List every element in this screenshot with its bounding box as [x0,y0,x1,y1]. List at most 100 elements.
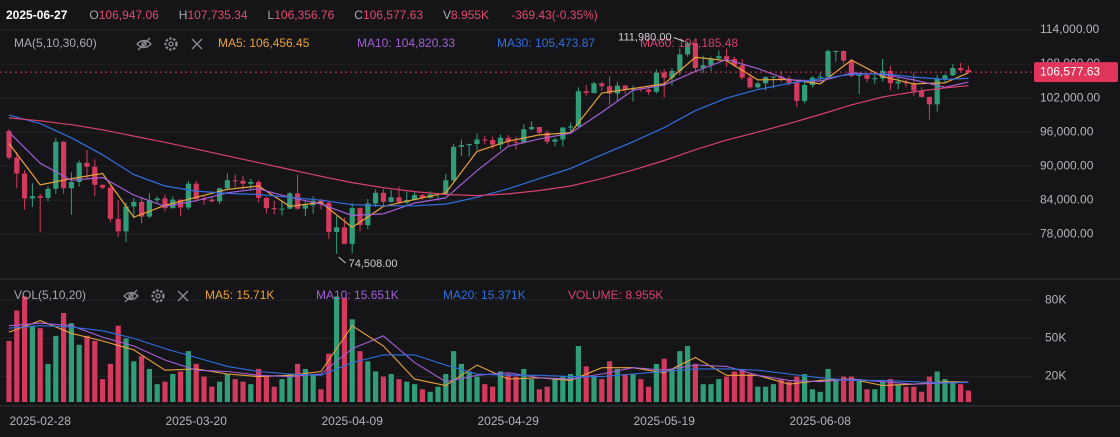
settings-icon[interactable] [151,289,165,303]
volume-bar [802,374,808,402]
candle-body [357,208,363,226]
open-value: 106,947.06 [99,8,159,22]
volume-bar [965,390,971,402]
candle-body [864,74,870,79]
ma-line [8,73,969,207]
volume-bar [458,363,464,402]
x-tick-label: 2025-05-19 [634,414,696,428]
grid-layer [0,29,1032,378]
candle-body [295,193,301,209]
candle-body [201,199,207,201]
low-value: 106,356.76 [274,8,334,22]
candle-body [451,146,457,181]
volume-bar [692,363,698,402]
marks-layer [6,41,971,402]
volume-bar [934,371,940,402]
price-change: -369.43(-0.35%) [511,8,598,22]
volume-bar [224,374,230,402]
volume-bar [295,363,301,402]
volume-bar [349,319,355,402]
volume-bar [497,371,503,402]
candle-body [53,141,59,189]
volume-bar [318,389,324,402]
candle-body [521,129,527,143]
candle-body [739,65,745,78]
candle-body [279,208,285,210]
candle-body [131,201,137,207]
volume-bar [92,340,98,402]
candle-body [887,70,893,84]
candle-body [37,196,43,198]
candle-body [482,139,488,141]
candle-body [154,198,160,201]
candle-body [232,180,238,182]
volume-bar [529,379,535,402]
volume-bar [451,351,457,402]
x-tick-label: 2025-06-08 [790,414,852,428]
candle-body [287,193,293,209]
y-tick-label: 102,000.00 [1040,90,1100,104]
y-tick-label: 20K [1045,369,1066,383]
candle-body [708,58,714,66]
volume-bar [248,384,254,402]
volume-bar [622,374,628,402]
candle-body [919,90,925,97]
legend-entry: MA60: 104,185.48 [640,36,738,50]
volume-bar [794,376,800,402]
volume-bar [895,384,901,402]
candle-body [755,83,761,88]
volume-bar [139,356,145,402]
last-price-tag [1034,62,1118,83]
visibility-icon[interactable] [136,37,152,51]
volume-bar [240,381,246,402]
candle-body [490,140,496,145]
volume-bar [544,386,550,402]
volume-bar [958,384,964,402]
candle-body [599,83,605,87]
candle-body [100,184,106,188]
candle-body [458,145,464,147]
candle-body [934,78,940,105]
low-label: L [268,8,275,22]
volume-bar [880,381,886,402]
visibility-icon[interactable] [123,289,139,303]
candle-body [380,192,386,202]
ma-line [8,85,969,197]
high-label: H [179,8,188,22]
ma-line [8,58,969,217]
volume-bar [287,374,293,402]
volume-bar [583,366,589,402]
candle-body [653,72,659,92]
close-icon[interactable] [191,38,203,50]
volume-bar [53,335,59,402]
settings-icon[interactable] [164,37,178,51]
candle-body [770,76,776,78]
candle-body [575,91,581,127]
volume-bar [724,376,730,402]
volume-bar [68,323,74,402]
low-annotation: 74,508.00 [349,258,398,270]
volume-bar [872,389,878,402]
volume-bar [326,353,332,402]
volume-bar [427,391,433,402]
close-icon[interactable] [177,290,189,302]
volume-bar [380,376,386,402]
volume-bar [162,381,168,402]
candle-body [747,77,753,88]
volume-bar [630,374,636,402]
volume-bar [778,379,784,402]
candle-body [373,192,379,204]
volume-bar [115,325,121,402]
volume-bar [950,381,956,402]
volume-bar [786,381,792,402]
last-price-label: 106,577.63 [1040,64,1100,78]
candle-body [256,182,262,198]
candle-body [115,218,121,232]
volume-bar [887,379,893,402]
x-tick-label: 2025-02-28 [10,414,72,428]
volume-bar [599,379,605,402]
volume-bar [638,379,644,402]
